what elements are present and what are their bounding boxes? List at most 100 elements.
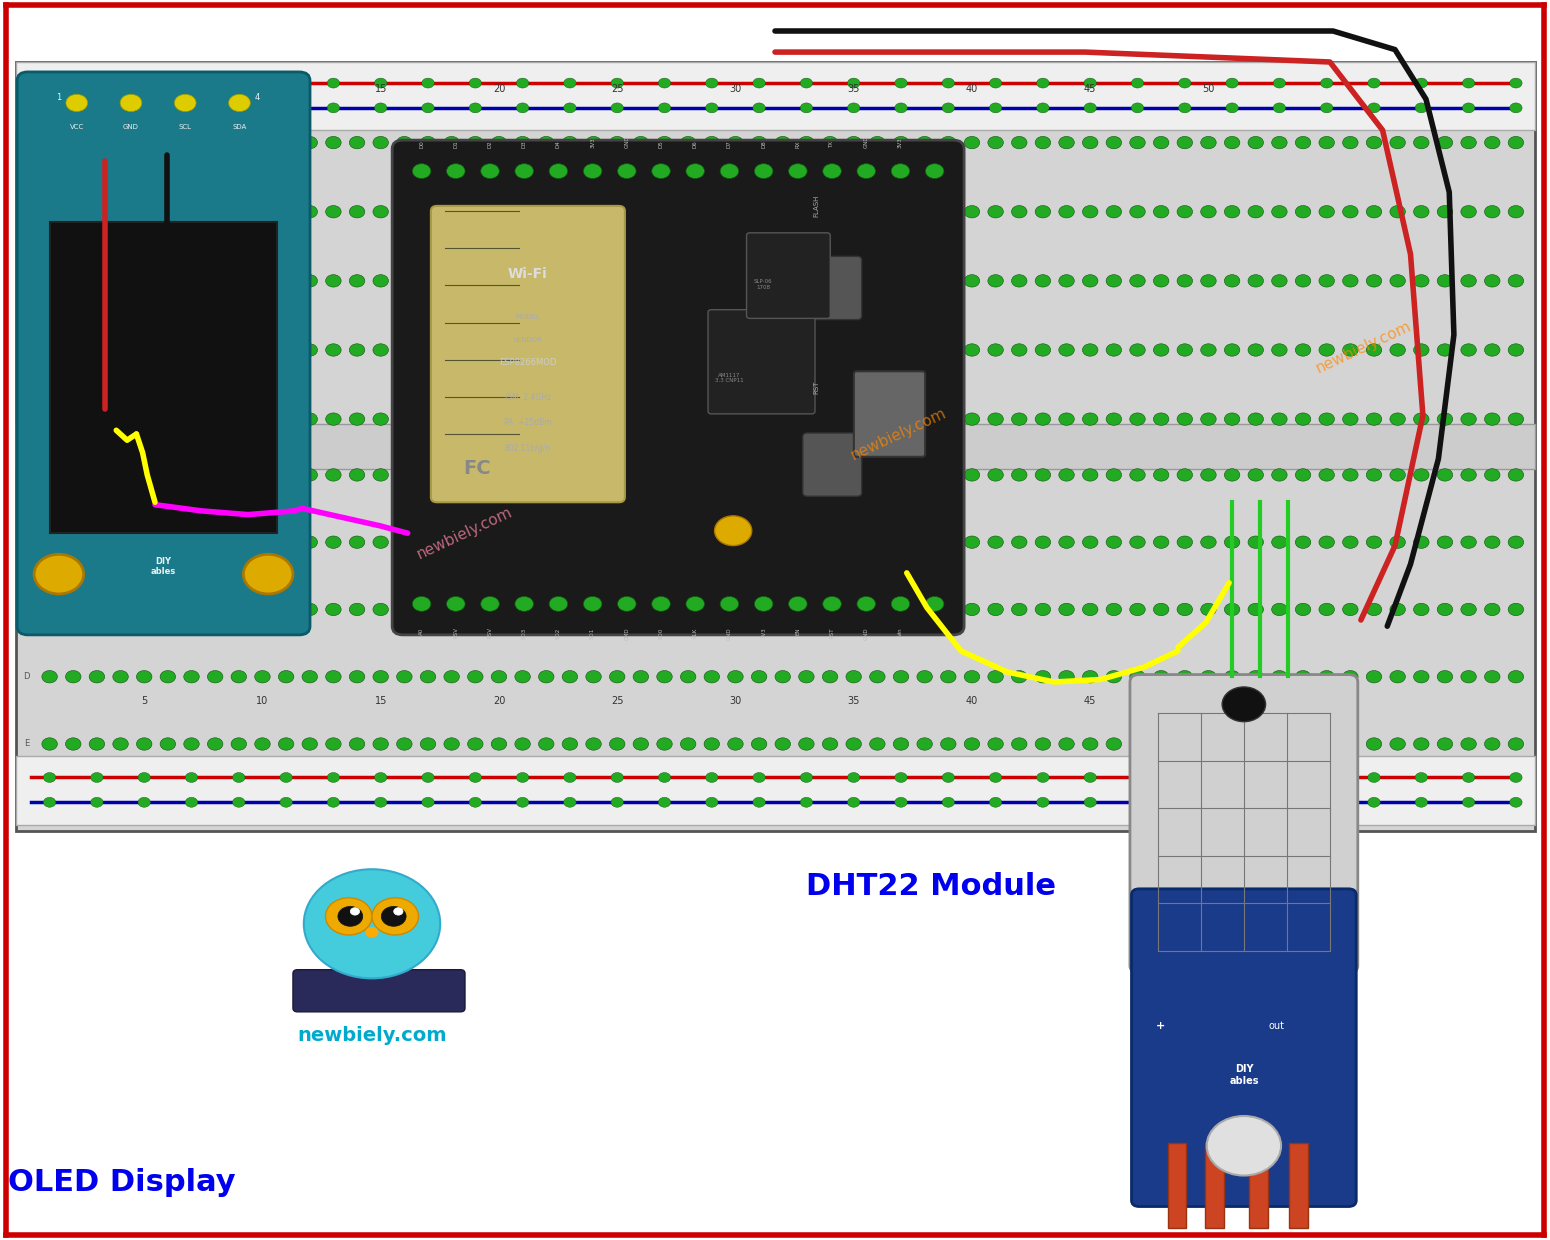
- Circle shape: [846, 671, 862, 683]
- Circle shape: [1130, 413, 1145, 425]
- Circle shape: [1273, 773, 1285, 782]
- Circle shape: [538, 469, 553, 481]
- Circle shape: [516, 797, 529, 807]
- Circle shape: [942, 773, 955, 782]
- Circle shape: [798, 604, 814, 616]
- Circle shape: [1342, 671, 1358, 683]
- Circle shape: [1319, 604, 1335, 616]
- Circle shape: [798, 343, 814, 356]
- Circle shape: [1082, 536, 1097, 548]
- Circle shape: [1201, 206, 1217, 218]
- Circle shape: [90, 136, 105, 149]
- Text: 10: 10: [256, 84, 268, 94]
- Text: 25: 25: [611, 84, 623, 94]
- Circle shape: [138, 797, 150, 807]
- Circle shape: [609, 136, 625, 149]
- Circle shape: [326, 898, 372, 935]
- Circle shape: [893, 469, 908, 481]
- Text: AM1117
3.3 CNP11: AM1117 3.3 CNP11: [715, 372, 744, 383]
- Circle shape: [491, 136, 507, 149]
- Text: GND: GND: [122, 124, 140, 130]
- Circle shape: [1437, 738, 1452, 750]
- Circle shape: [727, 343, 742, 356]
- Circle shape: [657, 206, 673, 218]
- Circle shape: [326, 274, 341, 288]
- Circle shape: [752, 738, 767, 750]
- Circle shape: [564, 103, 577, 113]
- Circle shape: [563, 604, 578, 616]
- Circle shape: [136, 136, 152, 149]
- Circle shape: [515, 536, 530, 548]
- Circle shape: [1012, 206, 1028, 218]
- Circle shape: [326, 738, 341, 750]
- Circle shape: [632, 671, 648, 683]
- Circle shape: [1153, 343, 1169, 356]
- Circle shape: [516, 773, 529, 782]
- Circle shape: [326, 343, 341, 356]
- Circle shape: [468, 604, 484, 616]
- Text: 35: 35: [848, 84, 860, 94]
- Circle shape: [422, 103, 434, 113]
- Text: 5: 5: [141, 696, 147, 706]
- Circle shape: [1037, 103, 1049, 113]
- Circle shape: [727, 671, 742, 683]
- Circle shape: [338, 906, 363, 926]
- Circle shape: [468, 274, 484, 288]
- Circle shape: [279, 604, 294, 616]
- Bar: [16, 756, 1534, 825]
- Circle shape: [138, 103, 150, 113]
- Circle shape: [243, 554, 293, 594]
- Circle shape: [1012, 536, 1028, 548]
- Circle shape: [611, 773, 623, 782]
- Circle shape: [1319, 413, 1335, 425]
- Text: newbiely.com: newbiely.com: [298, 1025, 446, 1045]
- Circle shape: [1273, 103, 1285, 113]
- Circle shape: [90, 604, 105, 616]
- Circle shape: [136, 274, 152, 288]
- Circle shape: [1271, 274, 1286, 288]
- Circle shape: [1390, 343, 1406, 356]
- Circle shape: [609, 413, 625, 425]
- Circle shape: [443, 604, 459, 616]
- Circle shape: [848, 78, 860, 88]
- Circle shape: [800, 773, 812, 782]
- Circle shape: [1035, 671, 1051, 683]
- Circle shape: [42, 671, 57, 683]
- Text: I: I: [25, 207, 28, 216]
- Circle shape: [1510, 773, 1522, 782]
- Circle shape: [1485, 343, 1500, 356]
- Circle shape: [1508, 206, 1524, 218]
- Circle shape: [563, 413, 578, 425]
- Circle shape: [727, 536, 742, 548]
- Circle shape: [1248, 136, 1263, 149]
- Circle shape: [925, 596, 944, 611]
- Circle shape: [1485, 671, 1500, 683]
- Circle shape: [491, 343, 507, 356]
- Circle shape: [136, 206, 152, 218]
- Circle shape: [254, 274, 270, 288]
- Circle shape: [798, 469, 814, 481]
- Circle shape: [1390, 671, 1406, 683]
- Circle shape: [893, 536, 908, 548]
- Circle shape: [798, 536, 814, 548]
- Circle shape: [651, 164, 670, 179]
- Circle shape: [160, 604, 175, 616]
- Circle shape: [420, 671, 436, 683]
- Circle shape: [160, 671, 175, 683]
- Circle shape: [184, 738, 200, 750]
- Bar: [1167, 1143, 1186, 1228]
- Circle shape: [1012, 413, 1028, 425]
- Text: EN: EN: [795, 627, 800, 635]
- Circle shape: [1508, 671, 1524, 683]
- Circle shape: [327, 797, 339, 807]
- Circle shape: [1296, 136, 1311, 149]
- Circle shape: [470, 773, 482, 782]
- Circle shape: [563, 206, 578, 218]
- Circle shape: [516, 103, 529, 113]
- Circle shape: [302, 274, 318, 288]
- Circle shape: [232, 773, 245, 782]
- Circle shape: [184, 604, 200, 616]
- Circle shape: [1321, 773, 1333, 782]
- Circle shape: [515, 413, 530, 425]
- Circle shape: [964, 343, 980, 356]
